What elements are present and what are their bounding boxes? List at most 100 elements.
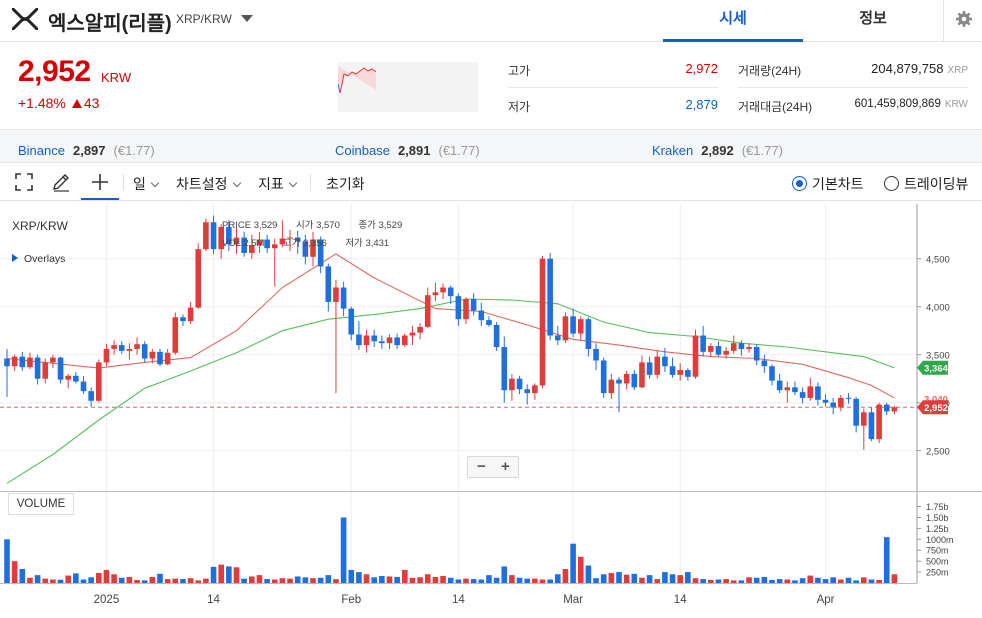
volume-tick-label: 1.75b [926, 502, 949, 512]
volume-bar [287, 578, 293, 583]
tab-quote[interactable]: 시세 [663, 0, 803, 42]
coin-pair[interactable]: XRP/KRW [176, 12, 232, 26]
period-select[interactable]: 일 [133, 174, 160, 194]
volume-bar [631, 573, 638, 583]
volume-bar [88, 577, 94, 583]
volume-bar [325, 575, 332, 583]
amount-24h-unit: KRW [944, 99, 968, 110]
candle-body [876, 404, 882, 440]
chart-toolbar: 일 차트설정 지표 초기화 기본차트 트레이딩뷰 [0, 163, 982, 201]
volume-bar [769, 579, 775, 583]
candle-body [149, 351, 156, 359]
basic-chart-radio[interactable]: 기본차트 [792, 174, 864, 194]
candle-body [685, 370, 691, 377]
volume-bar [692, 578, 699, 583]
volume-bar [562, 569, 569, 583]
amount-24h: 601,459,809,869 KRW [820, 98, 969, 110]
exchange-name[interactable]: Binance [18, 143, 65, 158]
volume-bar [669, 574, 676, 583]
price-tick-label: 4,000 [926, 303, 950, 314]
zoom-out-button[interactable]: − [477, 458, 486, 475]
volume-bar [493, 577, 500, 583]
volume-panel-label: VOLUME [8, 493, 74, 515]
ohlc-high-value: 3,356 [303, 238, 327, 249]
candle-body [463, 299, 469, 320]
tradingview-label: 트레이딩뷰 [904, 176, 969, 192]
candle-body [593, 348, 599, 361]
candle-body [493, 324, 500, 348]
pen-draw-icon[interactable] [51, 172, 71, 192]
candle-body [700, 335, 706, 352]
candle-body [470, 299, 477, 311]
volume-bar [363, 574, 370, 583]
amount-24h-label: 거래대금(24H) [738, 100, 813, 114]
candle-body [409, 332, 416, 336]
volume-bar [394, 576, 400, 583]
volume-bar [226, 566, 232, 583]
crosshair-icon[interactable] [90, 172, 110, 192]
settings-button[interactable] [943, 0, 982, 42]
volume-bar [799, 578, 806, 583]
candle-body [509, 378, 515, 391]
candle-body [195, 249, 202, 308]
high-label: 고가 [508, 64, 531, 78]
overlays-toggle[interactable]: Overlays [12, 253, 65, 265]
candle-body [883, 404, 890, 412]
radio-unselected-icon [884, 176, 899, 191]
volume-bar [424, 574, 431, 583]
candle-body [845, 397, 852, 399]
candle-body [539, 258, 546, 386]
volume-bar [486, 575, 492, 583]
volume-bar [249, 576, 255, 583]
volume-bar [792, 580, 798, 583]
volume-bar [646, 575, 653, 583]
volume-bar [883, 537, 890, 583]
candle-body [799, 392, 806, 398]
candle-body [249, 245, 255, 253]
candle-body [287, 237, 293, 239]
fullscreen-icon[interactable] [14, 172, 34, 192]
amount-24h-value: 601,459,809,869 [854, 98, 941, 110]
indicators-menu[interactable]: 지표 [258, 174, 298, 194]
candle-body [524, 389, 530, 394]
candle-body [302, 241, 309, 257]
volume-bar [271, 579, 278, 583]
exchange-price: 2,892 [701, 143, 734, 158]
reset-button[interactable]: 초기화 [326, 176, 365, 192]
volume-bar [210, 566, 217, 583]
candle-body [118, 345, 125, 351]
candle-body [692, 335, 699, 377]
candle-body [50, 357, 56, 363]
date-tick-label: 2025 [94, 594, 120, 606]
zoom-in-button[interactable]: + [501, 458, 510, 475]
volume-bar [830, 577, 836, 583]
candlestick-chart[interactable]: 2,5003,0003,5004,0004,500202514Feb14Mar1… [0, 204, 982, 613]
price-chart[interactable]: 2,5003,0003,5004,0004,500202514Feb14Mar1… [0, 204, 982, 613]
chart-settings-menu[interactable]: 차트설정 [176, 174, 241, 194]
date-tick-label: Apr [817, 594, 835, 606]
volume-bar [845, 577, 852, 583]
candle-body [42, 362, 49, 379]
candle-body [631, 373, 638, 388]
candle-body [203, 222, 209, 250]
candle-body [600, 360, 607, 394]
pair-dropdown-icon[interactable] [241, 15, 253, 22]
gear-icon [956, 11, 972, 27]
date-tick-label: Feb [341, 594, 361, 606]
tradingview-radio[interactable]: 트레이딩뷰 [884, 174, 968, 194]
tab-info[interactable]: 정보 [859, 10, 887, 27]
ohlc-open-value: 3,570 [316, 220, 340, 231]
candle-body [402, 335, 408, 346]
volume-bar [524, 578, 530, 583]
candle-body [19, 356, 26, 368]
candle-body [555, 335, 561, 341]
divider [123, 174, 124, 190]
high-value: 2,972 [685, 61, 718, 76]
exchange-name[interactable]: Coinbase [335, 143, 390, 158]
candle-body [417, 326, 423, 333]
candle-body [233, 237, 240, 245]
volume-bar [65, 575, 71, 583]
exchange-name[interactable]: Kraken [652, 143, 694, 158]
date-tick-label: Mar [563, 594, 583, 606]
candle-body [585, 319, 592, 349]
